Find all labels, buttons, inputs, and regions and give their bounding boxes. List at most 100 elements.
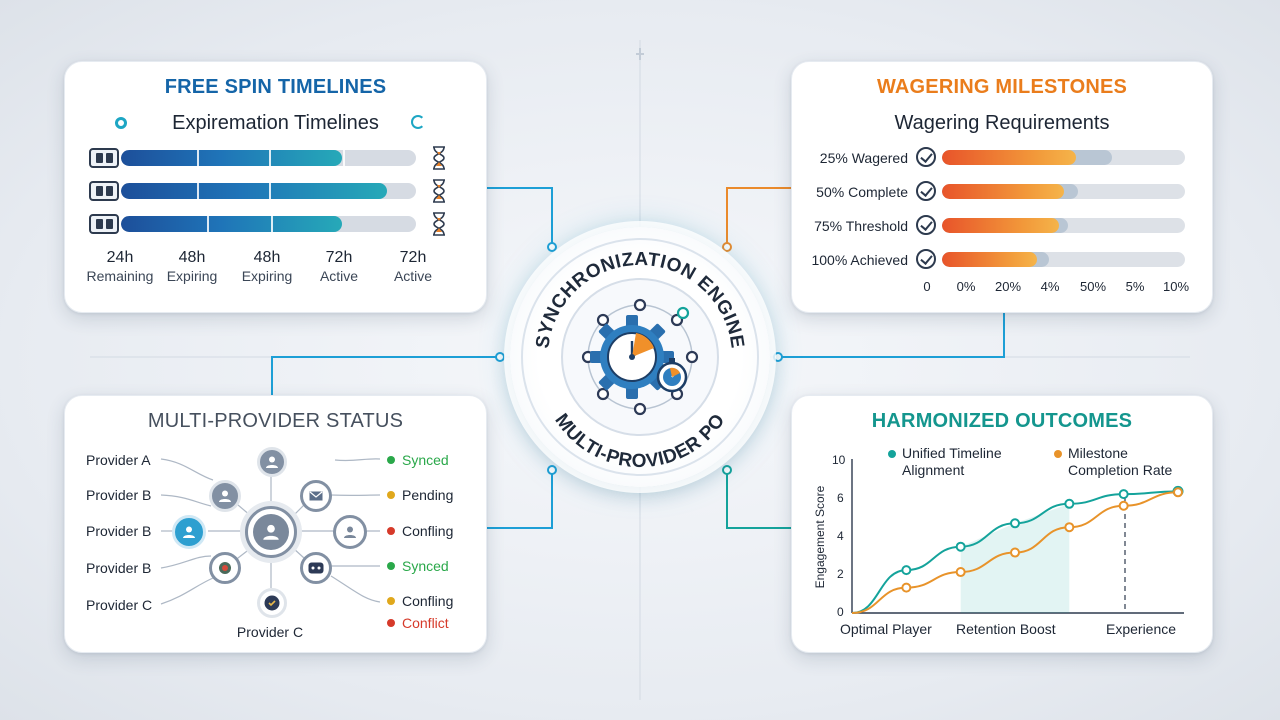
data-point bbox=[955, 541, 966, 552]
data-point bbox=[1010, 547, 1020, 558]
mail-icon bbox=[309, 491, 323, 501]
provider-node[interactable] bbox=[257, 588, 287, 618]
data-point bbox=[1064, 522, 1075, 533]
status-dot-icon bbox=[387, 527, 395, 535]
outcome-chart bbox=[851, 459, 1184, 614]
check-circle-icon bbox=[916, 249, 936, 269]
provider-label: Provider B bbox=[86, 487, 152, 503]
timeline-label: 72h Active bbox=[393, 249, 433, 284]
provider-node-active[interactable] bbox=[172, 515, 206, 549]
area-shade bbox=[960, 503, 1070, 613]
milestone-label: 25% Wagered bbox=[819, 150, 908, 166]
milestone-track bbox=[942, 184, 1185, 199]
milestone-row: 50% Complete bbox=[792, 181, 1214, 203]
milestone-label: 100% Achieved bbox=[811, 252, 908, 268]
provider-bottom-label: Provider C bbox=[236, 624, 304, 640]
milestone-row: 25% Wagered bbox=[792, 147, 1214, 169]
provider-node[interactable] bbox=[209, 552, 241, 584]
provider-node[interactable] bbox=[333, 515, 367, 549]
slot-machine-icon bbox=[89, 148, 119, 168]
provider-label: Provider B bbox=[86, 560, 152, 576]
status-dot-icon bbox=[387, 491, 395, 499]
status-conflict: Confling bbox=[387, 523, 453, 539]
hourglass-icon bbox=[433, 212, 445, 236]
milestone-label: 50% Complete bbox=[816, 184, 908, 200]
timeline-row bbox=[89, 212, 469, 236]
user-icon bbox=[183, 526, 195, 538]
status-conflict: Confling bbox=[387, 593, 453, 609]
timeline-row bbox=[89, 146, 469, 170]
refresh-icon bbox=[411, 115, 425, 129]
milestone-fill bbox=[942, 218, 1059, 233]
axis-tick: 0% bbox=[956, 279, 976, 294]
milestone-fill bbox=[942, 252, 1037, 267]
data-point bbox=[1173, 487, 1183, 498]
central-provider-node[interactable] bbox=[245, 506, 297, 558]
slot-machine-icon bbox=[89, 181, 119, 201]
data-point bbox=[901, 565, 912, 576]
provider-card: MULTI-PROVIDER STATUS Provider A Provide… bbox=[64, 395, 487, 653]
outcomes-card: HARMONIZED OUTCOMES Unified Timeline Ali… bbox=[791, 395, 1213, 653]
free-spin-title: FREE SPIN TIMELINES bbox=[164, 76, 387, 98]
check-circle-icon bbox=[916, 181, 936, 201]
timeline-label: 72h Active bbox=[319, 249, 359, 284]
sync-engine-hub[interactable]: SYNCHRONIZATION ENGINE MULTI-PROVIDER PO bbox=[510, 227, 770, 487]
user-icon bbox=[219, 490, 231, 502]
check-circle-icon bbox=[916, 147, 936, 167]
status-synced: Synced bbox=[387, 558, 449, 574]
milestone-fill bbox=[942, 184, 1064, 199]
status-conflict: Conflict bbox=[387, 615, 449, 631]
milestone-track bbox=[942, 252, 1185, 267]
wagering-subtitle: Wagering Requirements bbox=[894, 112, 1110, 134]
provider-node[interactable] bbox=[257, 447, 287, 477]
free-spin-subtitle: Expiremation Timelines bbox=[172, 112, 379, 134]
milestone-row: 100% Achieved bbox=[792, 249, 1214, 271]
provider-node[interactable] bbox=[300, 480, 332, 512]
provider-node[interactable] bbox=[300, 552, 332, 584]
status-dot-icon bbox=[387, 562, 395, 570]
axis-tick: 4% bbox=[1040, 279, 1060, 294]
status-dot-icon bbox=[387, 456, 395, 464]
y-tick: 2 bbox=[837, 567, 844, 581]
status-dot-icon bbox=[387, 619, 395, 627]
y-tick: 6 bbox=[837, 491, 844, 505]
timeline-track bbox=[121, 216, 416, 232]
outcomes-title: HARMONIZED OUTCOMES bbox=[871, 410, 1133, 432]
milestone-row: 75% Threshold bbox=[792, 215, 1214, 237]
data-point bbox=[955, 567, 966, 578]
timeline-label: 48h Expiring bbox=[241, 249, 293, 284]
data-point bbox=[1010, 518, 1020, 529]
timeline-label: 24h Remaining bbox=[86, 249, 154, 284]
provider-node[interactable] bbox=[209, 480, 241, 512]
y-tick: 10 bbox=[832, 453, 846, 467]
axis-tick: 50% bbox=[1079, 279, 1107, 294]
timeline-row bbox=[89, 179, 469, 203]
data-point bbox=[1064, 498, 1075, 509]
milestone-fill bbox=[942, 150, 1076, 165]
hub-graphic: SYNCHRONIZATION ENGINE MULTI-PROVIDER PO bbox=[521, 238, 759, 476]
axis-tick: 10% bbox=[1162, 279, 1190, 294]
user-icon bbox=[344, 526, 356, 538]
slot-machine-icon bbox=[89, 214, 119, 234]
radio-icon bbox=[115, 117, 127, 129]
milestone-label: 75% Threshold bbox=[814, 218, 908, 234]
y-tick: 0 bbox=[837, 605, 844, 619]
legend-item: Unified Timeline Alignment bbox=[888, 445, 1002, 479]
x-label: Experience bbox=[1106, 621, 1177, 637]
check-circle-icon bbox=[916, 215, 936, 235]
x-label: Optimal Player bbox=[840, 621, 932, 637]
gear-clock-icon bbox=[581, 298, 699, 416]
y-tick: 4 bbox=[837, 529, 844, 543]
timeline-track bbox=[121, 150, 416, 166]
data-point bbox=[901, 582, 912, 593]
legend-dot-icon bbox=[888, 450, 896, 458]
timeline-fill bbox=[121, 216, 343, 232]
milestone-track bbox=[942, 218, 1185, 233]
user-icon bbox=[263, 524, 279, 540]
provider-title: MULTI-PROVIDER STATUS bbox=[147, 410, 404, 432]
x-label: Retention Boost bbox=[956, 621, 1056, 637]
status-dot-icon bbox=[387, 597, 395, 605]
hourglass-icon bbox=[433, 146, 445, 170]
status-synced: Synced bbox=[387, 452, 449, 468]
hourglass-icon bbox=[433, 179, 445, 203]
